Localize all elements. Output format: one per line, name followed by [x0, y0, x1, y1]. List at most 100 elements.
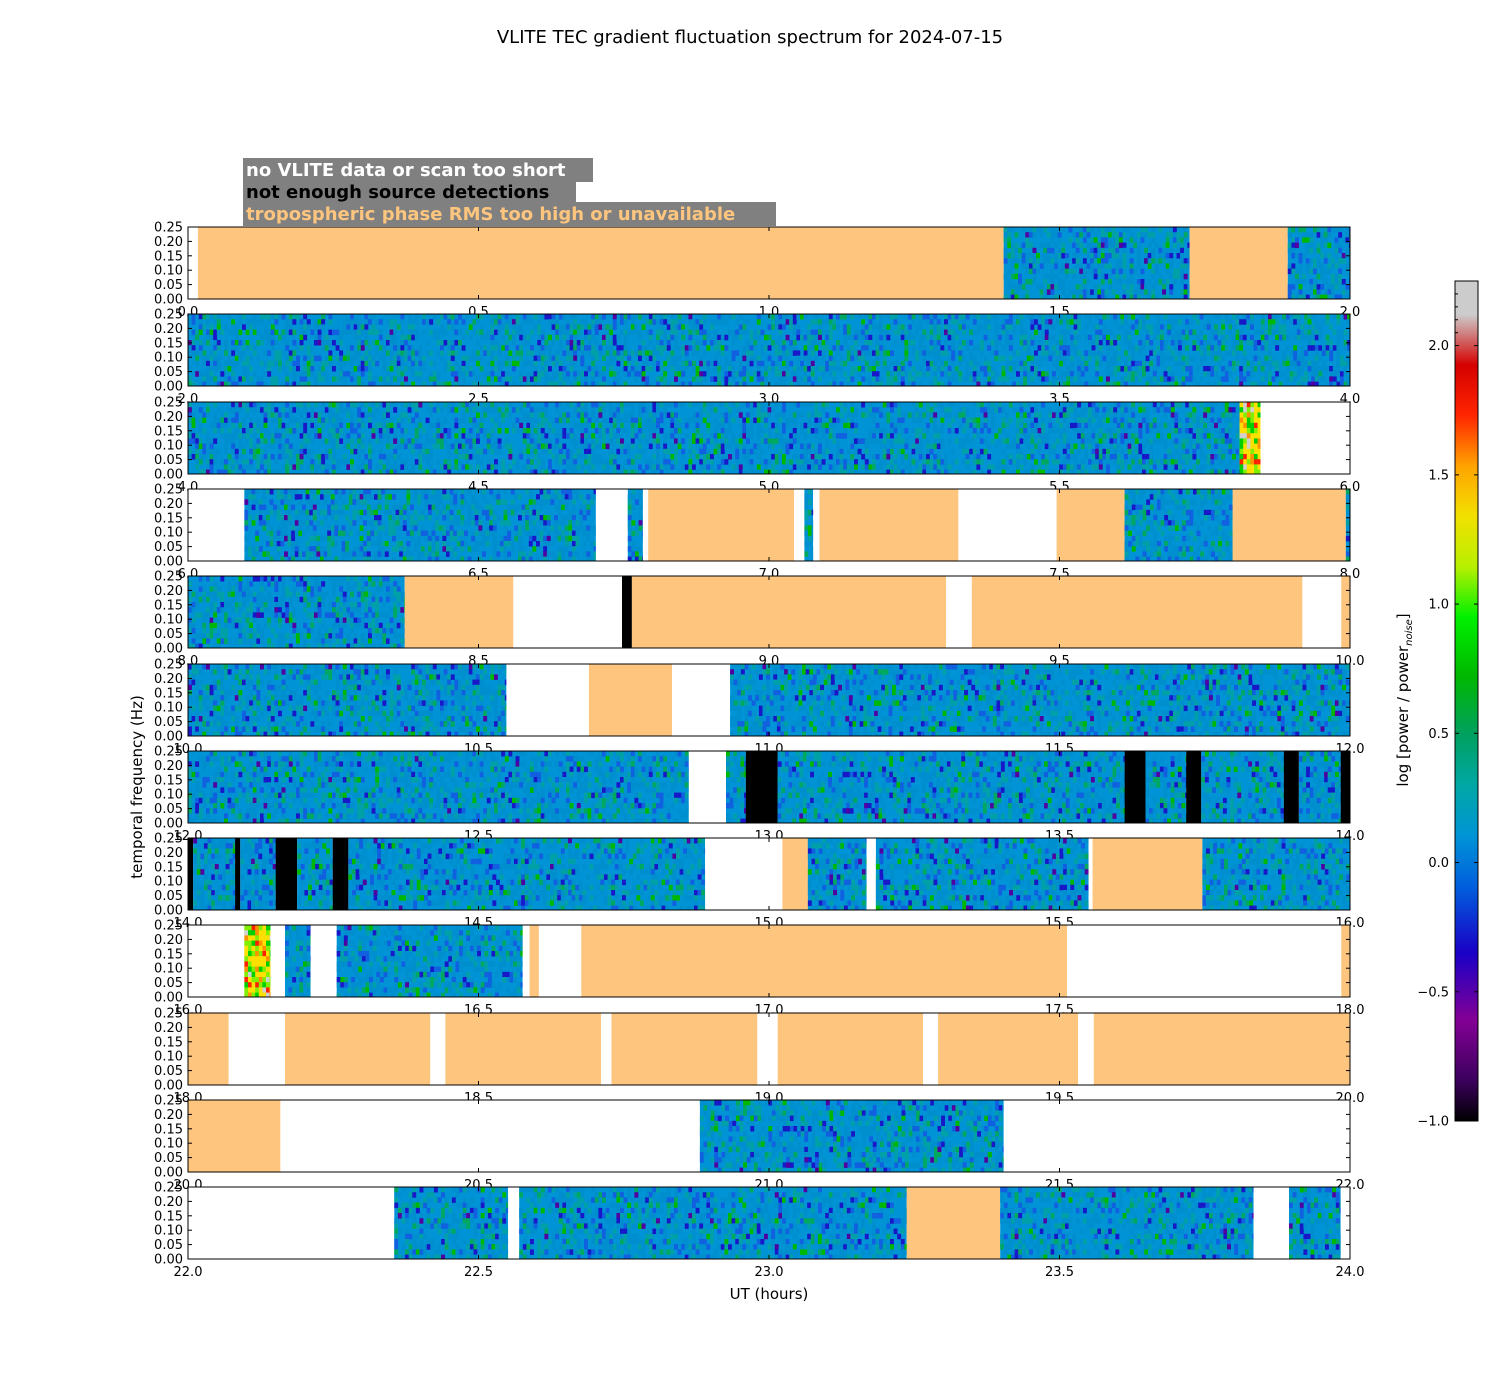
y-tick-label: 0.10 — [154, 264, 183, 279]
spectrum-segment — [297, 838, 333, 911]
spectrum-segment — [188, 402, 1240, 475]
segment-tropo-rms-high — [1093, 1013, 1350, 1085]
colorbar-tick-label: 0.5 — [1428, 727, 1449, 742]
spectrum-segment — [1145, 751, 1187, 824]
y-tick-label: 0.25 — [154, 1007, 183, 1022]
segment-no-data — [946, 576, 972, 648]
y-tick-label: 0.25 — [154, 396, 183, 411]
y-tick-label: 0.00 — [154, 817, 183, 832]
y-tick-label: 0.10 — [154, 701, 183, 716]
segment-no-data — [1340, 1187, 1350, 1259]
segment-few-detections — [1283, 751, 1299, 823]
spectrum-segment — [1124, 489, 1233, 562]
y-tick-label: 0.05 — [154, 540, 183, 555]
y-tick-label: 0.05 — [154, 1064, 183, 1079]
y-tick-label: 0.25 — [154, 919, 183, 934]
y-tick-label: 0.20 — [154, 584, 183, 599]
y-tick-label: 0.00 — [154, 468, 183, 483]
y-tick-label: 0.20 — [154, 933, 183, 948]
segment-no-data — [705, 838, 783, 910]
segment-few-detections — [235, 838, 241, 910]
x-tick-label: 24.0 — [1336, 1265, 1365, 1280]
segment-tropo-rms-high — [188, 1013, 229, 1085]
y-tick-label: 0.05 — [154, 365, 183, 380]
spectrum-segment — [285, 925, 311, 998]
spectrum-segment — [730, 664, 1351, 737]
spectrum-segment — [394, 1187, 509, 1260]
spectrum-segment — [807, 838, 867, 911]
x-tick-label: 23.0 — [755, 1265, 784, 1280]
panel-row: 0.000.050.100.150.200.258.0 8.5 9.0 9.5 10.0 — [154, 570, 1364, 670]
y-tick-label: 0.15 — [154, 860, 183, 875]
spectrum-segment-high-power — [1239, 402, 1261, 475]
legend-entry-few-detections-bg — [243, 180, 576, 204]
y-tick-label: 0.05 — [154, 627, 183, 642]
y-tick-label: 0.15 — [154, 686, 183, 701]
segment-tropo-rms-high — [611, 1013, 758, 1085]
legend-entry-few-detections: not enough source detections — [246, 182, 549, 203]
segment-no-data — [1067, 925, 1342, 997]
spectrum-segment — [188, 576, 405, 649]
legend-entry-tropo-bg — [243, 202, 776, 226]
y-tick-label: 0.25 — [154, 658, 183, 673]
y-tick-label: 0.00 — [154, 904, 183, 919]
spectrum-segment — [627, 489, 644, 562]
y-tick-label: 0.15 — [154, 1122, 183, 1137]
segment-few-detections — [1124, 751, 1146, 823]
segment-no-data — [513, 576, 622, 648]
segment-no-data — [280, 1100, 700, 1172]
segment-no-data — [688, 751, 726, 823]
segment-no-data — [642, 489, 649, 561]
colorbar-tick-label: 0.0 — [1428, 856, 1449, 871]
y-tick-label: 0.05 — [154, 715, 183, 730]
y-tick-label: 0.15 — [154, 511, 183, 526]
segment-tropo-rms-high — [588, 664, 672, 736]
panel-row: 0.000.050.100.150.200.256.0 6.5 7.0 7.5 8.0 — [154, 483, 1360, 583]
segment-no-data — [757, 1013, 778, 1085]
segment-no-data — [866, 838, 876, 910]
spectrum-segment — [1000, 1187, 1254, 1260]
y-tick-label: 0.10 — [154, 1137, 183, 1152]
y-tick-label: 0.20 — [154, 846, 183, 861]
legend-entry-no-data-bg — [243, 158, 593, 182]
legend-entry-tropo: tropospheric phase RMS too high or unava… — [246, 204, 735, 225]
y-tick-label: 0.00 — [154, 555, 183, 570]
spectrum-segment — [1289, 1187, 1341, 1260]
segment-tropo-rms-high — [631, 576, 947, 648]
segment-tropo-rms-high — [1232, 489, 1346, 561]
segment-no-data — [601, 1013, 612, 1085]
segment-tropo-rms-high — [819, 489, 959, 561]
spectrum-segment — [244, 489, 597, 562]
segment-no-data — [1003, 1100, 1350, 1172]
spectrum-segment — [188, 751, 690, 824]
segment-no-data — [270, 925, 285, 997]
segment-no-data — [1078, 1013, 1094, 1085]
panel-row: 0.000.050.100.150.200.252.0 2.5 3.0 3.5 4.0 — [154, 308, 1360, 408]
y-tick-label: 0.20 — [154, 1195, 183, 1210]
segment-few-detections — [1186, 751, 1202, 823]
y-tick-label: 0.20 — [154, 759, 183, 774]
segment-few-detections — [1340, 751, 1350, 823]
colorbar-tick-label: 2.0 — [1428, 339, 1449, 354]
y-tick-label: 0.25 — [154, 483, 183, 498]
y-tick-label: 0.20 — [154, 410, 183, 425]
y-tick-label: 0.00 — [154, 380, 183, 395]
y-tick-label: 0.00 — [154, 1253, 183, 1268]
segment-tropo-rms-high — [188, 1100, 281, 1172]
segment-tropo-rms-high — [529, 925, 539, 997]
segment-tropo-rms-high — [285, 1013, 431, 1085]
segment-no-data — [188, 925, 245, 997]
y-tick-label: 0.10 — [154, 351, 183, 366]
panel-row: 0.000.050.100.150.200.254.0 4.5 5.0 5.5 6.0 — [154, 396, 1360, 496]
legend-entry-no-data: no VLITE data or scan too short — [246, 160, 566, 181]
y-tick-label: 0.05 — [154, 1238, 183, 1253]
segment-few-detections — [188, 838, 194, 910]
y-tick-label: 0.00 — [154, 730, 183, 745]
